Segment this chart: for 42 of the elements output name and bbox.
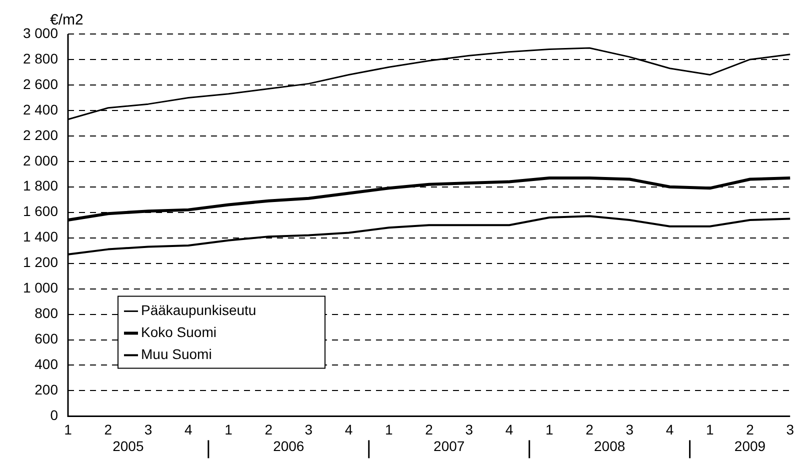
legend-label: Koko Suomi [141, 324, 216, 340]
y-tick-label: 1 200 [22, 254, 58, 270]
y-tick-label: 200 [34, 382, 58, 398]
x-tick-label: 2 [746, 421, 754, 438]
text: 2006 [273, 438, 304, 454]
y-tick-label: 2 200 [22, 126, 58, 143]
y-tick-label: 600 [34, 330, 58, 347]
x-tick-label: 1 [385, 421, 394, 438]
x-tick-label: 3 [144, 421, 152, 438]
y-tick-label: 2 600 [22, 76, 58, 92]
y-tick-label: 400 [34, 356, 58, 372]
y-tick-label: 2 400 [22, 101, 58, 118]
text: 2005 [112, 438, 144, 454]
text: 2007 [434, 438, 465, 454]
y-tick-label: 0 [50, 407, 58, 424]
text: 2009 [734, 438, 766, 454]
x-tick-label: 1 [706, 421, 714, 438]
x-tick-label: 1 [224, 421, 233, 438]
x-tick-label: 2 [425, 421, 434, 438]
x-tick-label: 2 [586, 421, 594, 438]
legend-label: Muu Suomi [141, 346, 212, 362]
y-tick-label: 1 600 [22, 203, 58, 220]
y-tick-label: 2 800 [22, 50, 58, 66]
x-tick-label: 4 [666, 421, 674, 438]
x-tick-label: 3 [626, 421, 634, 438]
x-tick-label: 4 [505, 421, 514, 438]
y-tick-label: 1 800 [22, 178, 58, 194]
legend-label: Pääkaupunkiseutu [141, 302, 256, 318]
x-tick-label: 3 [304, 421, 313, 438]
y-tick-label: 2 000 [22, 152, 58, 168]
text: 2008 [594, 438, 626, 454]
y-tick-label: 800 [34, 305, 58, 322]
x-tick-label: 1 [546, 421, 554, 438]
x-tick-label: 2 [264, 421, 273, 438]
x-tick-label: 4 [184, 421, 192, 438]
x-tick-label: 2 [104, 421, 112, 438]
x-tick-label: 3 [465, 421, 474, 438]
x-tick-label: 4 [344, 421, 353, 438]
y-tick-label: 1 400 [22, 228, 58, 245]
x-tick-label: 3 [786, 421, 794, 438]
y-tick-label: 1 000 [22, 280, 58, 296]
x-tick-label: 1 [64, 421, 72, 438]
